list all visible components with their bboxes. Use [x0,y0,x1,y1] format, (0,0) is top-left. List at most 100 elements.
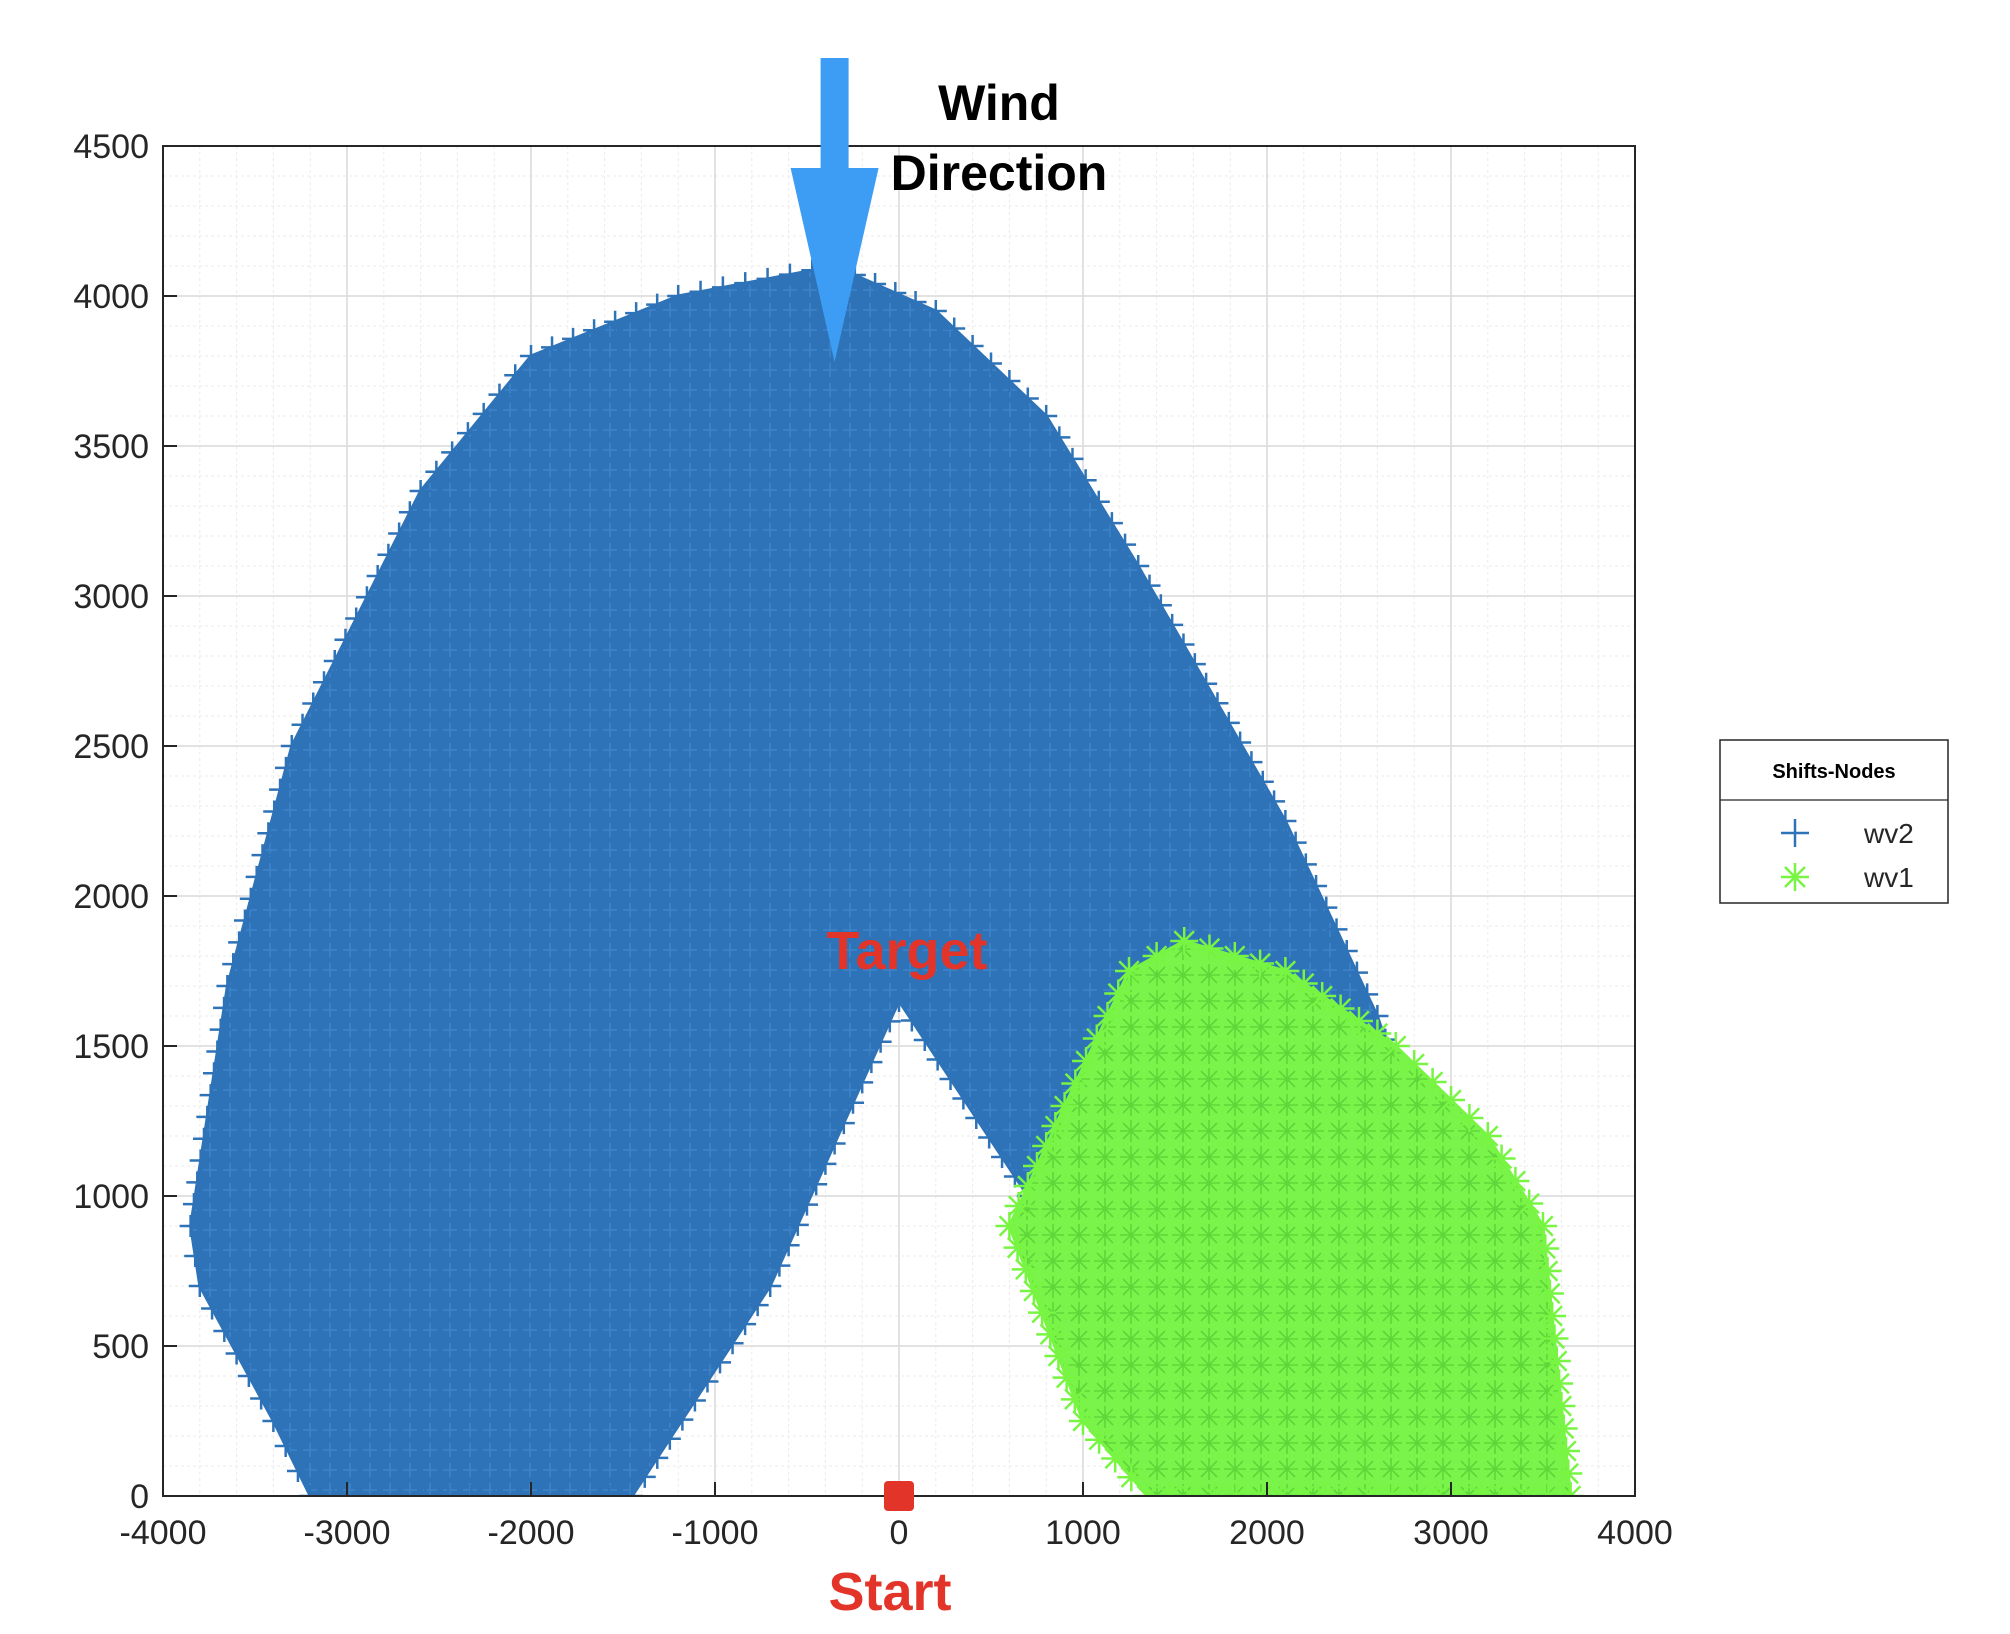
wv2-point [658,1427,681,1450]
wv1-point [1246,949,1275,978]
wv2-point [313,671,335,694]
wv1-point [1554,1459,1583,1488]
wv2-point [1087,490,1110,513]
wv2-point [1003,1165,1026,1188]
wv2-point [1195,672,1218,695]
wv2-point [884,282,907,304]
wv2-point [1074,469,1097,492]
wv2-point [345,607,368,630]
y-tick-label: 1500 [73,1028,149,1066]
wv1-point [1501,1167,1530,1195]
series-wv2-edge-markers [179,255,1499,1496]
wv2-point [621,1485,644,1496]
wv2-point [368,1485,391,1496]
wv2-point [734,1313,757,1336]
target-label: Target [826,921,987,981]
wv1-point [1170,927,1199,955]
wv2-point [1335,940,1358,962]
wv1-point [1220,942,1249,970]
x-tick-label: -2000 [488,1514,575,1552]
wv2-point [860,1051,883,1074]
wv2-point [1206,692,1229,715]
wv1-point [1142,942,1171,970]
wv1-point [1052,1363,1081,1392]
wv2-point [213,996,236,1019]
wv2-point [192,1127,215,1150]
wv2-point [671,1408,694,1431]
wv1-point [1036,1320,1065,1349]
wv2-point [257,822,280,845]
wv1-point [1552,1437,1580,1465]
wv2-point [598,1485,621,1496]
wv1-point [1545,1369,1574,1398]
wv2-point [1240,751,1263,774]
x-tick-label: -3000 [304,1514,391,1552]
wv2-point [1016,387,1039,410]
y-tick-label: 4500 [73,128,149,166]
wv1-point [1044,1342,1073,1370]
wv1-point [1050,1092,1079,1120]
wv2-point [1127,555,1150,577]
wv2-point [796,1193,818,1216]
wv1-point [1060,1385,1089,1414]
wv2-point [633,1465,656,1488]
wv2-point [228,931,251,954]
wv2-point [943,317,966,340]
wv1-point [1533,1257,1562,1285]
wv2-point [721,1332,744,1355]
wv2-point [274,1435,297,1457]
wv2-point [222,953,245,976]
wv2-point [1048,426,1071,449]
wv2-point [978,1126,1001,1149]
wv2-point [541,336,564,359]
series-wv1-edge-markers [995,927,1585,1496]
y-tick-label: 1000 [73,1178,149,1216]
wv2-point [961,335,984,357]
wv2-point [552,1485,575,1496]
wv2-point [199,1084,222,1107]
wv2-point [377,543,400,566]
wv1-point [1069,1407,1097,1435]
wv2-point [1229,731,1252,754]
wv2-point [334,628,357,651]
wv2-point [225,1342,248,1365]
y-tick-label: 4000 [73,278,149,316]
wv2-point [1100,512,1123,535]
wv1-point [1072,1047,1101,1075]
wv1-point [1093,1002,1122,1030]
wv2-point [504,364,527,387]
wv2-point [483,1485,506,1496]
wv2-point [980,352,1002,375]
wv2-point [366,565,389,587]
wv2-point [756,267,779,290]
wv2-point [263,800,286,823]
wv1-point [1104,979,1133,1008]
wv2-point [842,1091,864,1114]
y-tick-label: 3500 [73,428,149,466]
wv2-point [520,345,542,367]
wv1-point [1004,1192,1033,1220]
wv1-point [1549,1414,1578,1443]
wv2-point [924,300,947,322]
wv2-point [746,1294,769,1317]
wv1-point [1487,1144,1516,1173]
wv2-point [991,1146,1014,1168]
wv2-point [269,778,292,801]
wv1-point [1437,1086,1465,1114]
x-tick-label: 4000 [1597,1514,1673,1552]
wv2-point [245,865,268,888]
wv1-point [1289,969,1318,998]
wv2-point [1325,918,1348,941]
wv2-point [939,1068,962,1090]
star-marker-icon [1781,863,1809,891]
wv1-point [1032,1132,1061,1160]
wv1-point [1115,957,1143,985]
wv2-point [251,844,274,867]
y-tick-label: 2500 [73,728,149,766]
wv1-point [1529,1212,1557,1240]
wv2-point [441,441,464,464]
wv2-point [778,263,801,286]
wv2-point [323,650,346,672]
wv2-point [1356,983,1379,1006]
